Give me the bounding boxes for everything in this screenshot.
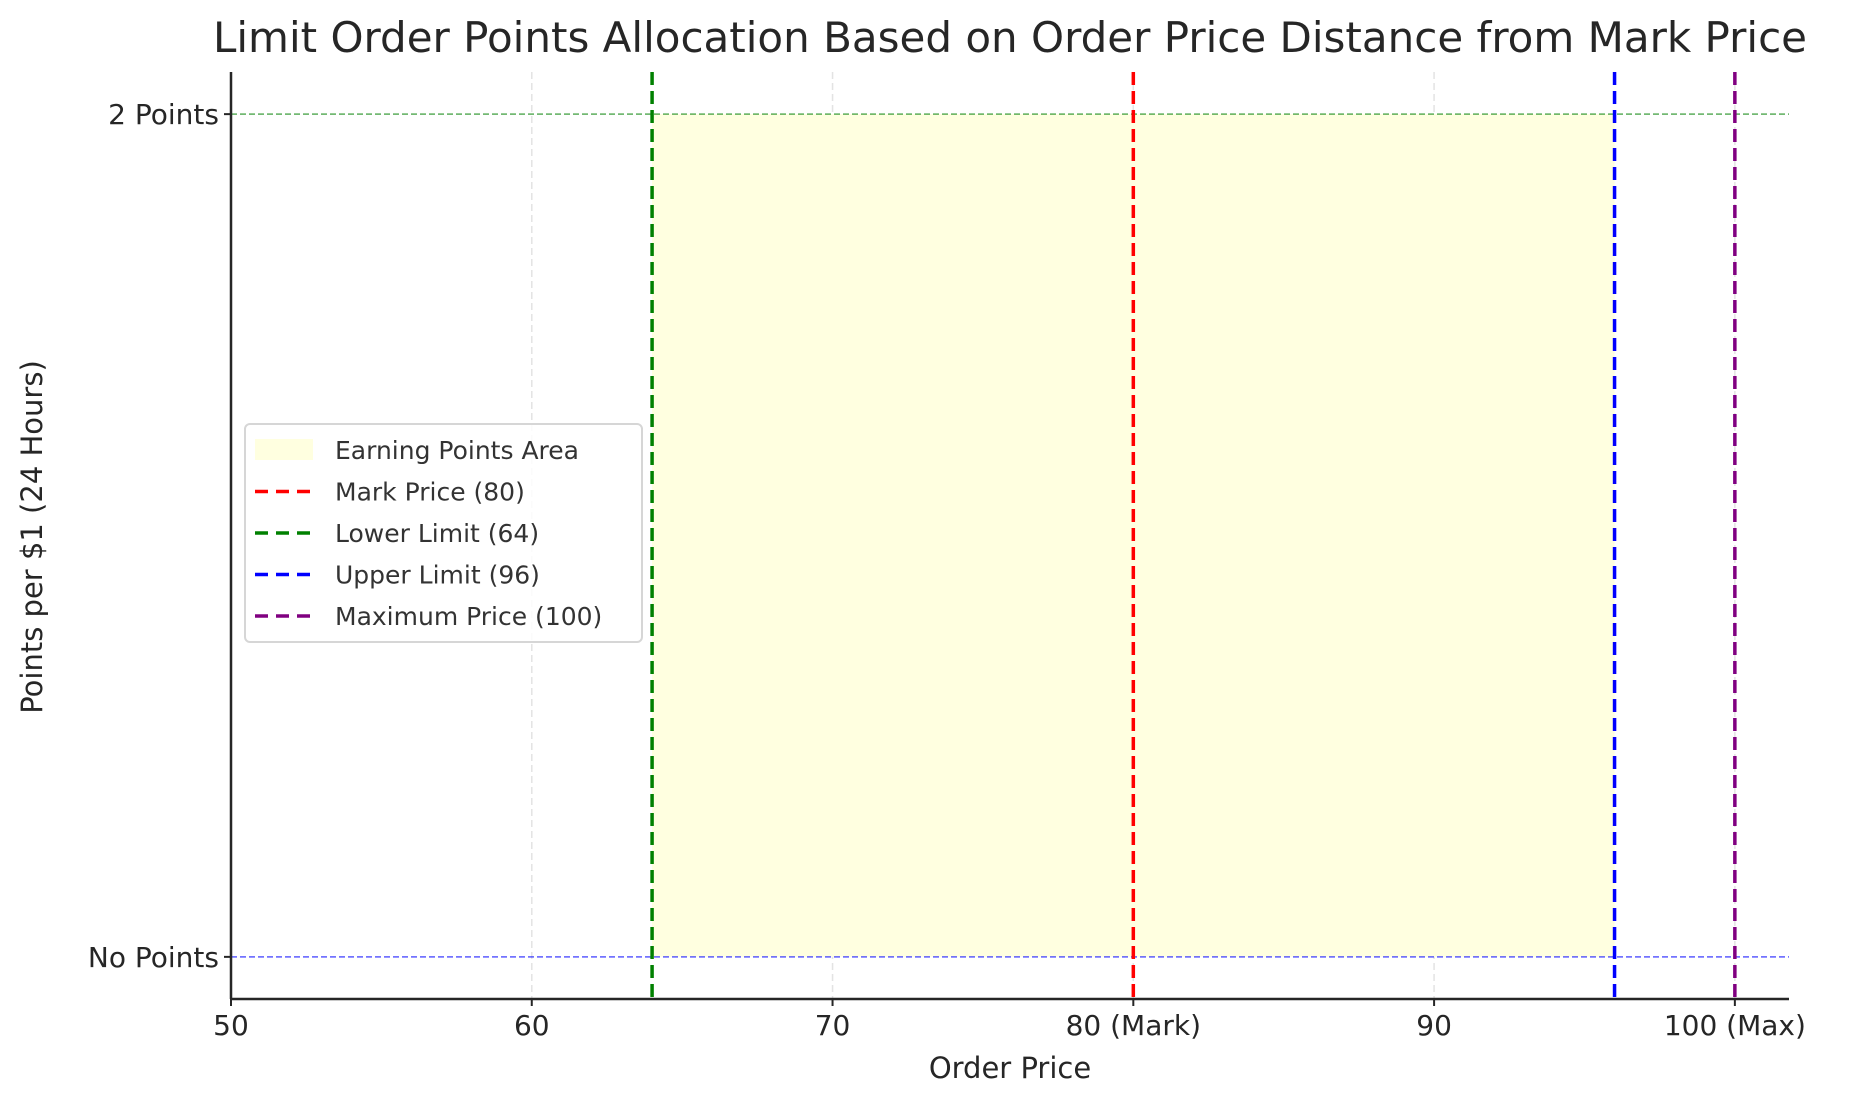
legend-label: Upper Limit (96): [335, 561, 540, 590]
axes: 50 60 70 80 (Mark) 90 100 (Max) No Points 2 Poi…: [88, 72, 1806, 1042]
legend: Earning Points Area Mark Price (80) Lower …: [244, 423, 643, 643]
legend-label: Maximum Price (100): [335, 602, 602, 631]
legend-label: Mark Price (80): [335, 478, 525, 507]
y-tick-label: No Points: [88, 941, 219, 974]
legend-label: Lower Limit (64): [335, 519, 539, 548]
x-tick-label: 90: [1416, 1009, 1452, 1042]
x-tick-label: 60: [514, 1009, 550, 1042]
y-axis-label: Points per $1 (24 Hours): [15, 360, 49, 714]
x-tick-label: 100 (Max): [1664, 1009, 1806, 1042]
x-tick-label: 70: [815, 1009, 851, 1042]
legend-label: Earning Points Area: [335, 436, 579, 465]
x-axis-label: Order Price: [929, 1051, 1091, 1085]
plot-area: [231, 72, 1789, 999]
x-tick-label: 50: [213, 1009, 249, 1042]
y-tick-label: 2 Points: [108, 98, 219, 131]
legend-frame: [244, 423, 643, 643]
legend-swatch: [255, 439, 313, 460]
chart-title: Limit Order Points Allocation Based on O…: [213, 13, 1807, 62]
x-tick-label: 80 (Mark): [1066, 1009, 1201, 1042]
